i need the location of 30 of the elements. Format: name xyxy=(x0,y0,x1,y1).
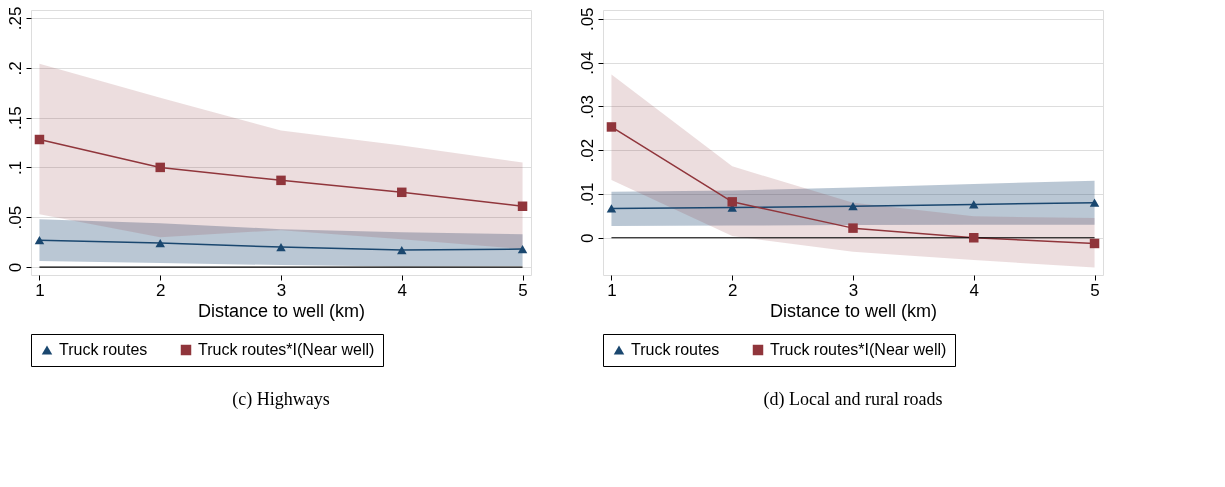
text: (c) Highways xyxy=(232,388,330,410)
legend-label: Truck routes xyxy=(59,341,148,358)
x-tick-label: 2 xyxy=(155,280,166,300)
x-tick-label: 5 xyxy=(518,280,528,300)
legend-label: Truck routes*I(Near well) xyxy=(770,341,947,358)
x-axis-title: Distance to well (km) xyxy=(197,300,366,321)
x-tick-label: 1 xyxy=(607,280,617,300)
legend-label: Truck routes xyxy=(631,341,720,358)
text: (d) Local and rural roads xyxy=(763,388,943,410)
x-axis-title: Distance to well (km) xyxy=(769,300,938,321)
x-tick-label: 4 xyxy=(969,280,980,300)
x-tick-label: 3 xyxy=(848,280,859,300)
y-tick-label: .2 xyxy=(5,61,25,76)
y-tick-label: .25 xyxy=(5,6,25,31)
x-tick-label: 1 xyxy=(35,280,45,300)
y-tick-label: .05 xyxy=(577,7,597,32)
y-tick-label: .15 xyxy=(5,106,25,130)
y-tick-label: .04 xyxy=(577,51,597,75)
y-tick-label: 0 xyxy=(5,262,25,273)
x-tick-label: 2 xyxy=(727,280,738,300)
y-tick-label: .01 xyxy=(577,182,597,207)
x-tick-label: 4 xyxy=(397,280,408,300)
y-tick-label: .02 xyxy=(577,138,597,163)
y-tick-label: 0 xyxy=(577,233,597,243)
legend-label: Truck routes*I(Near well) xyxy=(198,341,375,358)
y-tick-label: .1 xyxy=(5,160,25,175)
x-tick-label: 5 xyxy=(1090,280,1100,300)
y-tick-label: .03 xyxy=(577,95,597,119)
y-tick-label: .05 xyxy=(5,205,25,230)
x-tick-label: 3 xyxy=(276,280,287,300)
